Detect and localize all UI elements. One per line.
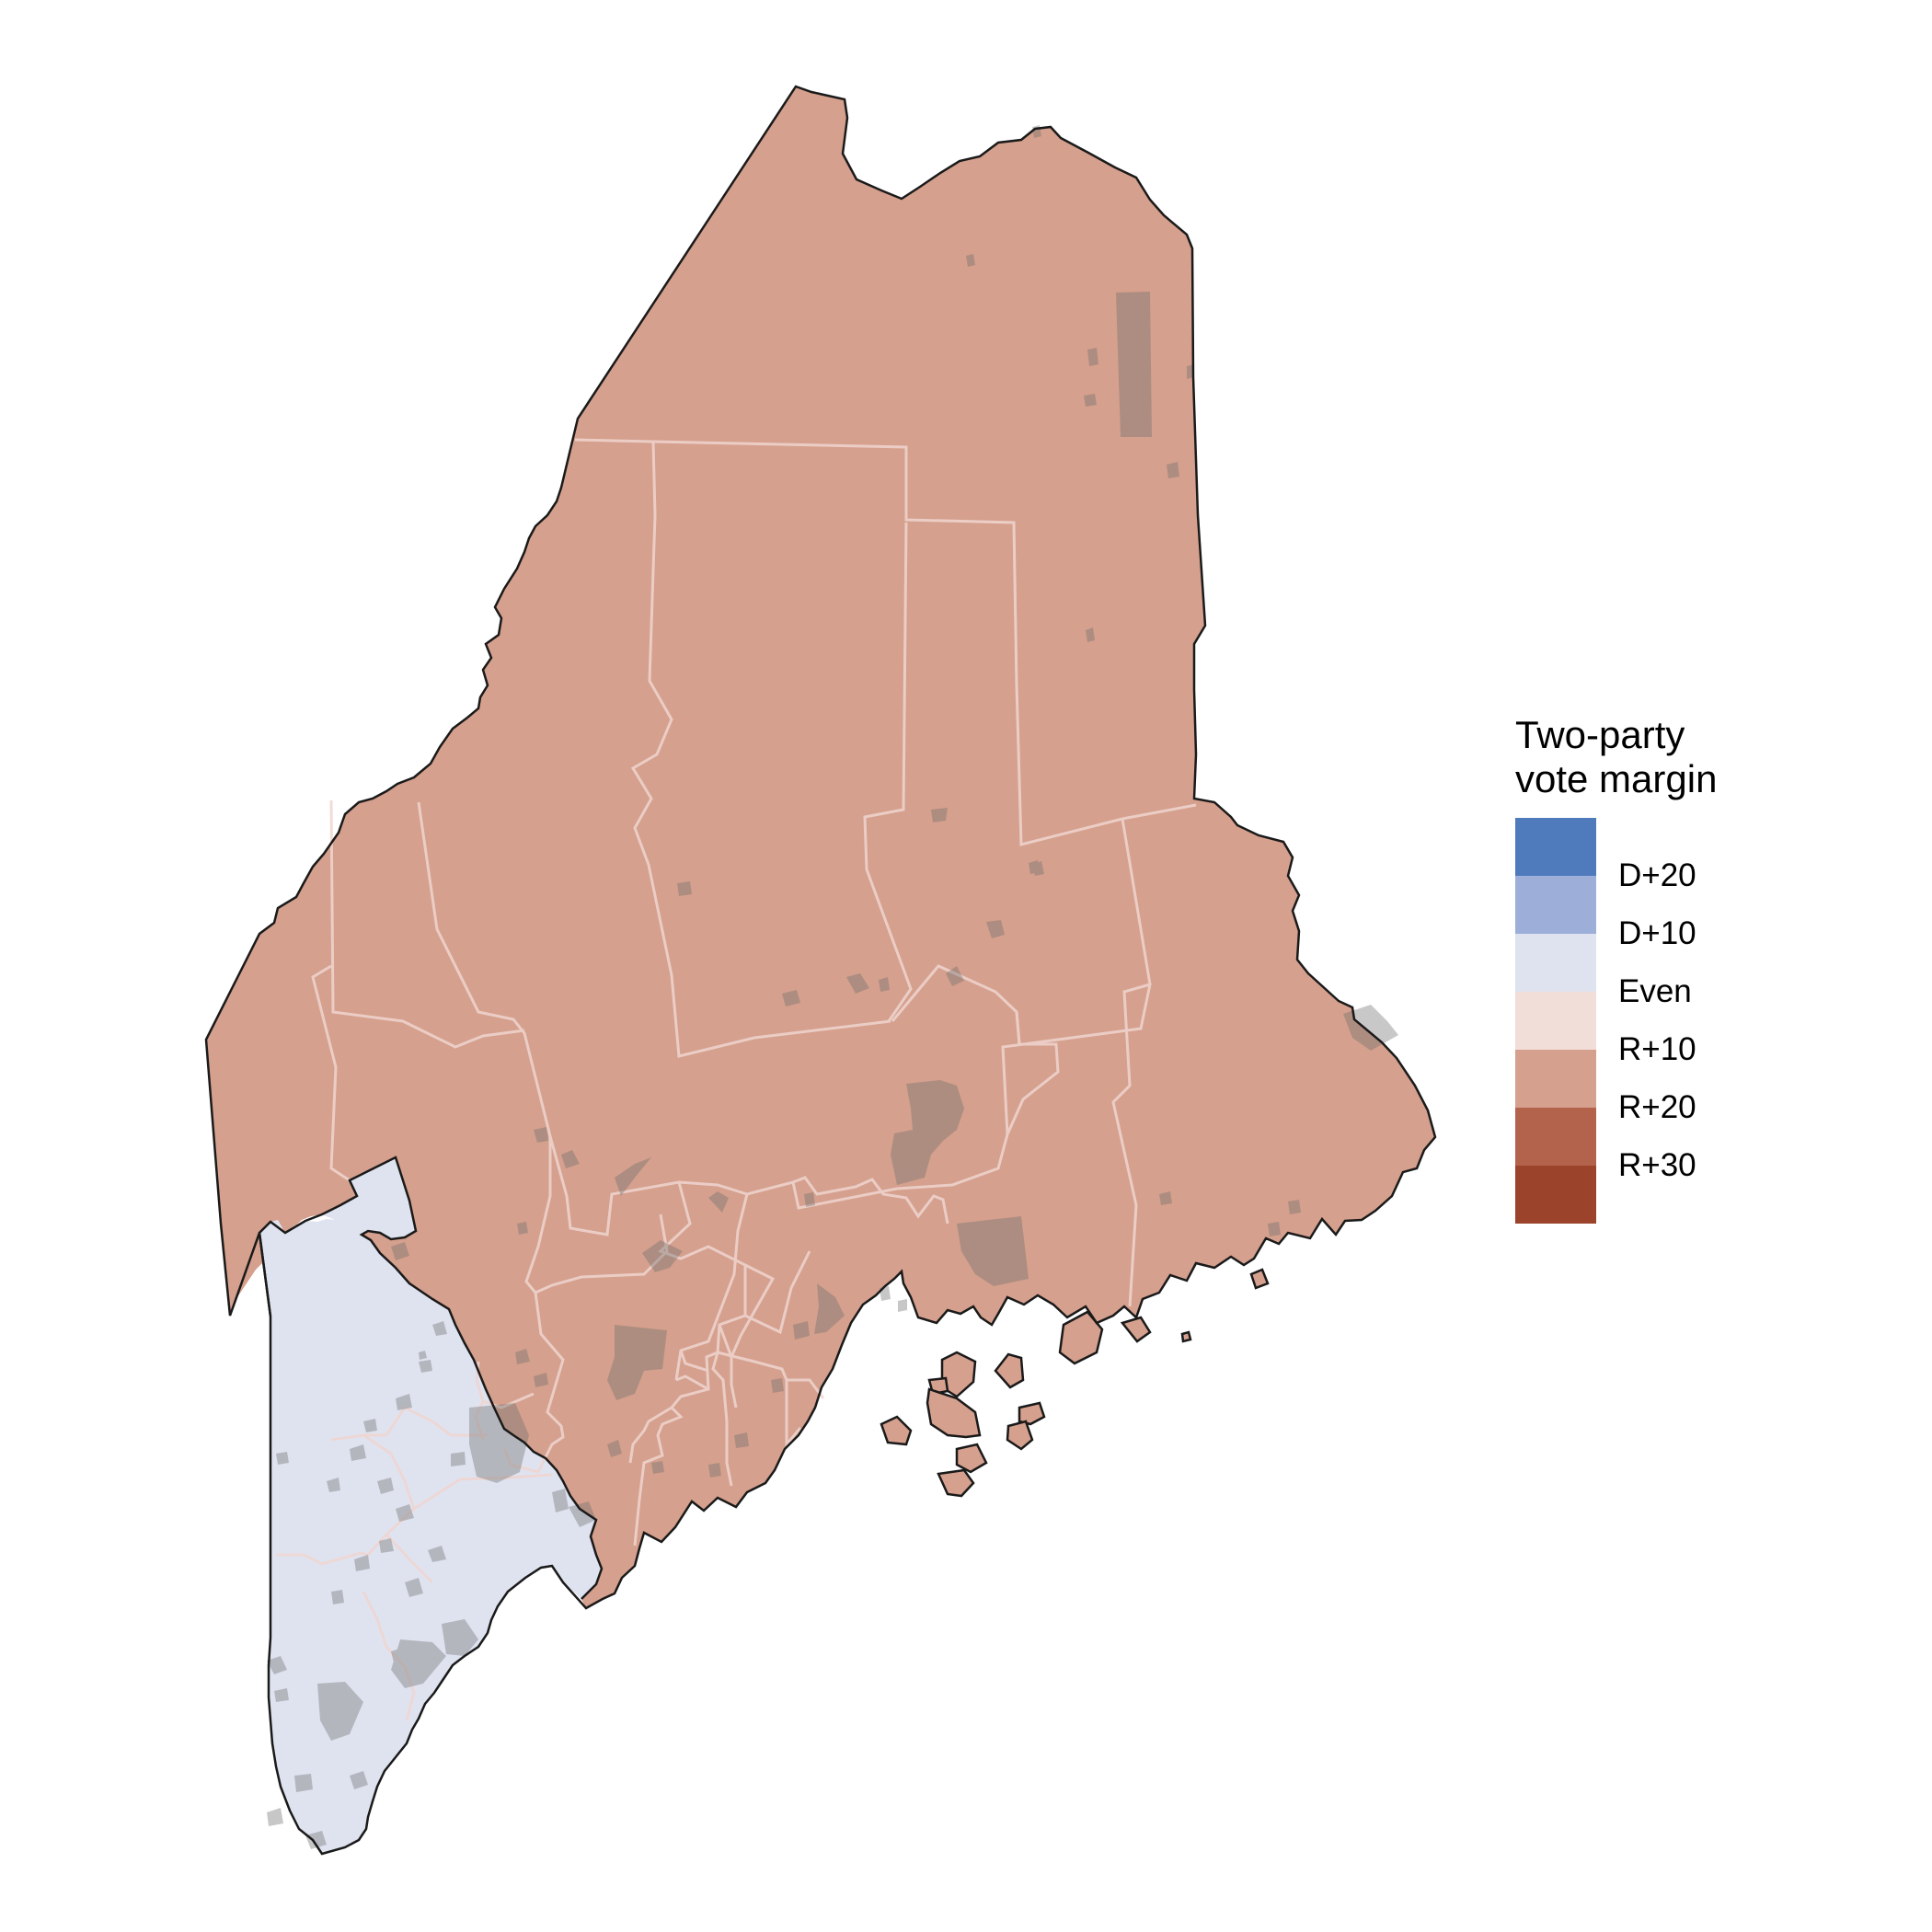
legend-label: D+20 bbox=[1618, 857, 1696, 893]
legend-scale: D+20 D+10 Even R+10 R+20 R+30 bbox=[1515, 818, 1846, 1224]
legend-title-line1: Two-party bbox=[1515, 713, 1685, 756]
legend-title-line2: vote margin bbox=[1515, 757, 1718, 800]
legend-swatch-6 bbox=[1515, 1108, 1596, 1166]
legend-swatch-4 bbox=[1515, 992, 1596, 1050]
urban-areas bbox=[267, 125, 1398, 1849]
district-boundary bbox=[258, 1156, 604, 1600]
legend-title: Two-party vote margin bbox=[1515, 713, 1846, 801]
county-lines bbox=[276, 438, 1197, 1721]
district-1-north-tip bbox=[322, 1157, 416, 1239]
legend-swatch-7 bbox=[1515, 1166, 1596, 1224]
islands bbox=[880, 1268, 1270, 1498]
legend-label: R+10 bbox=[1618, 1031, 1696, 1067]
legend-label: Even bbox=[1618, 973, 1692, 1009]
district-1-area[interactable] bbox=[259, 1219, 602, 1854]
legend-label: R+20 bbox=[1618, 1089, 1696, 1125]
district-2-area[interactable] bbox=[206, 86, 1435, 1608]
legend-swatch-3 bbox=[1515, 934, 1596, 992]
legend: Two-party vote margin D+20 D+10 Even R+10 R+… bbox=[1515, 713, 1846, 1224]
legend-swatch-1 bbox=[1515, 818, 1596, 876]
legend-swatch-5 bbox=[1515, 1050, 1596, 1108]
legend-label: D+10 bbox=[1618, 915, 1696, 951]
legend-label: R+30 bbox=[1618, 1147, 1696, 1183]
state-outline bbox=[204, 85, 1437, 1856]
legend-swatch-2 bbox=[1515, 876, 1596, 934]
